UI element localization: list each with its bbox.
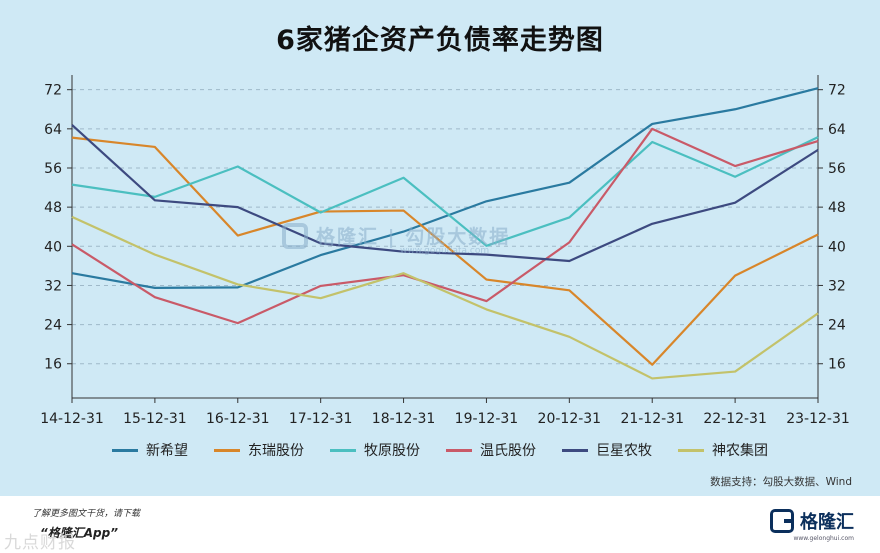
corner-watermark: 九点财报 [4,533,76,553]
y-tick-label-right: 16 [828,357,846,373]
footer: 了解更多图文干货，请下载 “格隆汇App” 九点财报 格隆汇 www.gelon… [0,496,880,553]
x-tick-label: 14-12-31 [40,411,104,427]
y-tick-label-right: 40 [828,239,846,255]
x-tick-label: 20-12-31 [538,411,602,427]
brand-name: 格隆汇 [800,512,854,533]
series-line-温氏股份 [71,127,819,325]
brand-url: www.gelonghui.com [793,535,854,542]
legend-label: 新希望 [146,443,188,459]
legend-label: 巨星农牧 [596,443,652,459]
watermark-url: www.gogudata.com [400,246,490,256]
y-tick-label-right: 24 [828,318,846,334]
promo-app-name: “格隆汇App” [40,526,118,540]
x-tick-label: 22-12-31 [703,411,767,427]
x-tick-label: 15-12-31 [123,411,187,427]
watermark-divider: | [387,226,397,248]
y-tick-label: 16 [44,357,62,373]
series-lines [71,87,819,380]
brand-logo: 格隆汇 www.gelonghui.com [770,508,854,542]
y-tick-label-right: 72 [828,83,846,99]
brand-logo-icon [770,509,794,533]
y-tick-label: 24 [44,318,62,334]
legend-item: 神农集团 [678,440,768,460]
y-tick-label-right: 64 [828,122,846,138]
x-tick-label: 23-12-31 [786,411,850,427]
y-tick-label: 40 [44,239,62,255]
legend-item: 东瑞股份 [214,440,304,460]
series-line-巨星农牧 [71,124,819,263]
legend-swatch [562,448,588,452]
legend-swatch [112,448,138,452]
legend-swatch [446,448,472,452]
series-line-新希望 [71,87,819,289]
series-line-神农集团 [71,215,819,380]
series-line-牧原股份 [71,136,819,247]
y-tick-label-right: 48 [828,200,846,216]
legend-item: 巨星农牧 [562,440,652,460]
y-tick-label-right: 56 [828,161,846,177]
legend-item: 牧原股份 [330,440,420,460]
x-tick-label: 16-12-31 [206,411,270,427]
x-tick-label: 18-12-31 [372,411,436,427]
y-tick-label: 32 [44,278,62,294]
axes: 16 16 24 24 32 32 40 40 48 48 56 56 64 64 72 72 14-12-31… [40,75,850,427]
source-note: 数据支持：勾股大数据、Wind [710,476,852,488]
legend-swatch [330,448,356,452]
y-tick-label: 56 [44,161,62,177]
legend-item: 新希望 [112,440,188,460]
watermark-name: 格隆汇 [316,226,380,248]
legend-label: 温氏股份 [480,443,536,459]
watermark: 格隆汇 | 勾股大数据 www.gogudata.com [282,222,511,256]
watermark-sub: 勾股大数据 [405,226,511,248]
legend-item: 温氏股份 [446,440,536,460]
y-tick-label: 72 [44,83,62,99]
series-line-东瑞股份 [71,136,819,366]
legend-label: 牧原股份 [364,443,420,459]
x-tick-label: 19-12-31 [455,411,519,427]
y-tick-label: 48 [44,200,62,216]
legend-swatch [214,448,240,452]
promo-text: 了解更多图文干货，请下载 [32,509,141,519]
y-tick-label-right: 32 [828,278,846,294]
legend: 新希望 东瑞股份 牧原股份 温氏股份 巨星农牧 神农集团 [0,440,880,460]
legend-swatch [678,448,704,452]
watermark-logo-icon [282,222,308,249]
legend-label: 神农集团 [712,443,768,459]
y-tick-label: 64 [44,122,62,138]
legend-label: 东瑞股份 [248,443,304,459]
x-tick-label: 17-12-31 [289,411,353,427]
chart-title: 6家猪企资产负债率走势图 [276,25,604,56]
x-tick-label: 21-12-31 [620,411,684,427]
